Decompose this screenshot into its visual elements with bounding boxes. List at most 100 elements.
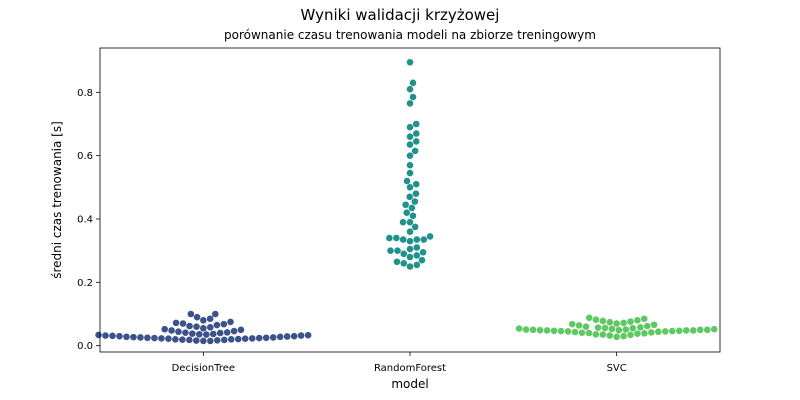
swarm-point-decisiontree (130, 333, 137, 341)
y-tick-label: 0.4 (77, 215, 93, 226)
swarm-point-randomforest (399, 218, 407, 226)
swarm-point-decisiontree (203, 331, 210, 338)
swarm-point-randomforest (411, 198, 419, 205)
swarm-point-decisiontree (187, 310, 195, 318)
swarm-point-svc (648, 329, 655, 336)
swarm-point-svc (578, 329, 586, 336)
swarm-point-randomforest (393, 234, 400, 242)
swarm-point-svc (675, 327, 683, 335)
swarm-point-decisiontree (193, 313, 201, 321)
swarm-point-svc (613, 320, 620, 327)
x-tick-label: SVC (607, 363, 627, 374)
swarm-point-decisiontree (290, 332, 298, 340)
swarm-point-decisiontree (262, 334, 270, 342)
swarm-point-randomforest (406, 218, 414, 226)
swarm-point-decisiontree (137, 334, 144, 341)
swarm-point-decisiontree (227, 318, 234, 326)
swarm-point-decisiontree (220, 320, 228, 328)
swarm-point-decisiontree (214, 336, 221, 344)
swarm-point-svc (615, 326, 623, 334)
swarm-point-randomforest (406, 58, 414, 66)
swarm-point-svc (585, 329, 593, 337)
swarm-point-decisiontree (158, 335, 165, 342)
swarm-point-decisiontree (220, 336, 228, 344)
swarm-point-randomforest (418, 256, 426, 264)
swarm-point-svc (568, 320, 576, 328)
swarm-point-decisiontree (179, 336, 186, 343)
swarm-point-randomforest (406, 245, 414, 253)
x-axis: DecisionTree RandomForest SVC (172, 352, 627, 374)
swarm-point-svc (634, 317, 641, 324)
swarm-point-decisiontree (255, 334, 263, 342)
swarm-point-randomforest (387, 247, 394, 254)
swarm-point-decisiontree (109, 332, 116, 340)
swarm-point-randomforest (412, 190, 420, 197)
x-axis-label: model (391, 377, 428, 391)
swarm-point-decisiontree (144, 334, 151, 342)
swarm-point-decisiontree (116, 332, 123, 340)
swarm-point-randomforest (406, 184, 414, 191)
swarm-point-randomforest (412, 130, 420, 137)
swarm-point-svc (661, 328, 669, 335)
swarm-point-svc (515, 325, 523, 332)
swarm-point-svc (627, 318, 634, 325)
swarm-point-svc (627, 331, 634, 339)
swarm-point-randomforest (406, 228, 414, 235)
swarm-point-decisiontree (200, 324, 207, 332)
swarm-point-decisiontree (209, 330, 217, 338)
swarm-point-svc (571, 328, 579, 336)
swarm-point-svc (668, 327, 676, 335)
swarm-point-decisiontree (189, 330, 196, 337)
swarm-point-decisiontree (193, 337, 200, 344)
swarm-point-randomforest (412, 138, 420, 145)
x-tick-label: DecisionTree (172, 363, 235, 374)
swarm-point-randomforest (406, 100, 414, 107)
swarm-point-decisiontree (186, 336, 193, 344)
swarm-point-svc (682, 327, 690, 334)
swarm-point-decisiontree (276, 333, 284, 341)
swarm-point-decisiontree (248, 335, 256, 342)
swarm-point-decisiontree (165, 335, 172, 343)
swarm-point-svc (592, 330, 600, 338)
swarm-point-decisiontree (216, 329, 224, 337)
swarm-point-svc (620, 332, 627, 340)
swarm-point-decisiontree (151, 334, 158, 342)
swarm-point-svc (655, 328, 662, 336)
swarm-point-decisiontree (241, 335, 249, 343)
swarm-point-decisiontree (186, 322, 193, 330)
swarm-point-randomforest (413, 252, 421, 259)
swarm-point-decisiontree (206, 324, 214, 331)
swarm-point-decisiontree (283, 333, 291, 340)
swarm-point-svc (620, 319, 627, 327)
swarm-point-randomforest (426, 233, 434, 240)
swarm-point-decisiontree (269, 334, 277, 341)
y-tick-label: 0.0 (77, 341, 93, 352)
swarm-point-randomforest (406, 152, 414, 159)
swarm-point-randomforest (400, 250, 408, 258)
swarm-point-randomforest (413, 261, 421, 269)
swarm-point-svc (592, 316, 600, 324)
swarm-point-decisiontree (196, 330, 203, 338)
swarm-point-decisiontree (102, 332, 109, 339)
swarm-point-svc (599, 317, 607, 325)
y-tick-label: 0.8 (77, 88, 93, 99)
swarm-point-svc (689, 327, 697, 334)
swarm-point-svc (536, 326, 544, 334)
swarm-point-decisiontree (161, 325, 169, 333)
swarm-point-svc (599, 331, 607, 338)
x-tick-label: RandomForest (374, 363, 446, 374)
swarm-point-svc (594, 324, 602, 331)
swarm-point-decisiontree (237, 326, 245, 334)
swarm-point-svc (564, 328, 572, 335)
swarm-point-randomforest (420, 236, 428, 243)
swarm-point-decisiontree (200, 337, 207, 345)
swarm-point-svc (529, 326, 537, 334)
swarm-point-svc (550, 327, 558, 335)
swarm-point-decisiontree (227, 336, 235, 343)
swarm-point-decisiontree (193, 323, 200, 330)
swarm-point-svc (522, 326, 530, 333)
swarm-point-svc (643, 322, 651, 330)
swarm-point-decisiontree (123, 333, 130, 341)
swarm-point-randomforest (408, 204, 416, 212)
